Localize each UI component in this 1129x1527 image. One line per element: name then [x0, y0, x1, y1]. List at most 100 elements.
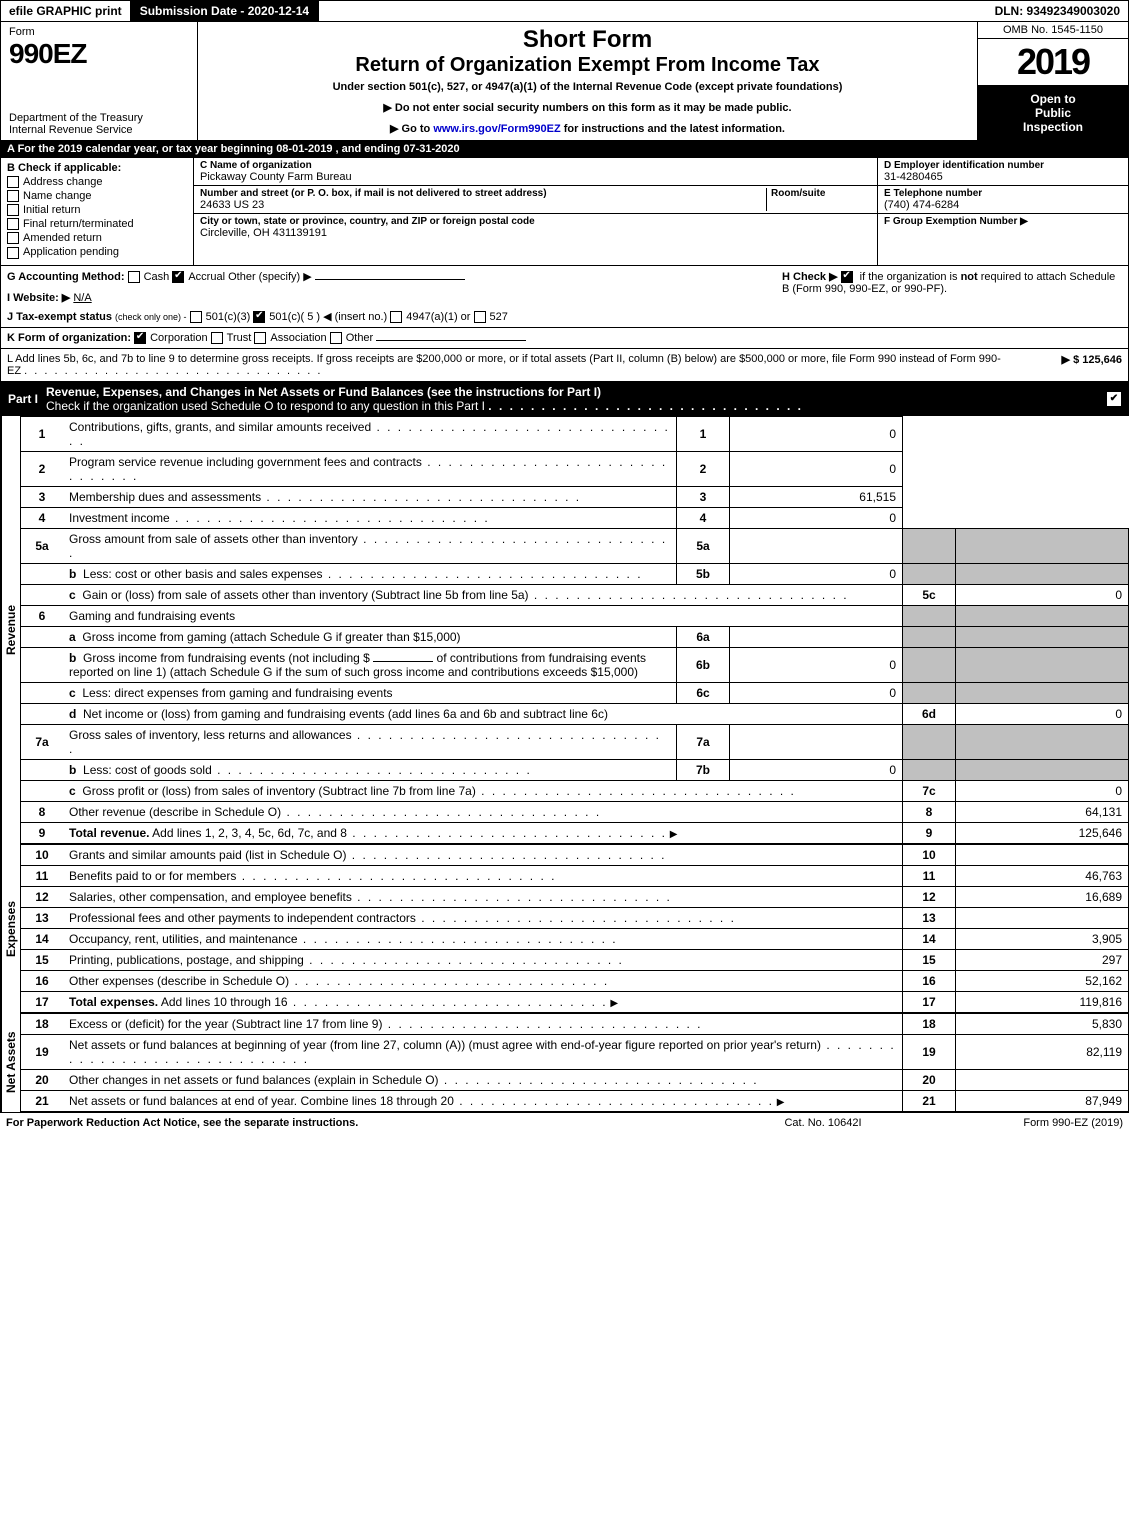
chk-other-org[interactable] — [330, 332, 342, 344]
col-b-header: B Check if applicable: — [7, 162, 187, 174]
line-3: 3Membership dues and assessments361,515 — [21, 486, 1129, 507]
chk-initial-return[interactable] — [7, 204, 19, 216]
line-6b: b Gross income from fundraising events (… — [21, 647, 1129, 682]
chk-application-pending[interactable] — [7, 247, 19, 259]
line-18: 18Excess or (deficit) for the year (Subt… — [21, 1013, 1129, 1034]
city-label: City or town, state or province, country… — [200, 216, 871, 227]
tax-year-row: A For the 2019 calendar year, or tax yea… — [0, 141, 1129, 158]
header-right: OMB No. 1545-1150 2019 Open to Public In… — [977, 22, 1128, 140]
header-left: Form 990EZ Department of the Treasury In… — [1, 22, 198, 140]
chk-corporation[interactable] — [134, 332, 146, 344]
revenue-section: Revenue 1Contributions, gifts, grants, a… — [0, 416, 1129, 844]
line-8: 8Other revenue (describe in Schedule O)8… — [21, 801, 1129, 822]
tax-year: 2019 — [978, 39, 1128, 86]
website-label: I Website: ▶ — [7, 292, 70, 304]
line-5a: 5aGross amount from sale of assets other… — [21, 528, 1129, 563]
form-header: Form 990EZ Department of the Treasury In… — [0, 22, 1129, 141]
line-13: 13Professional fees and other payments t… — [21, 907, 1129, 928]
line-11: 11Benefits paid to or for members1146,76… — [21, 865, 1129, 886]
title-main: Return of Organization Exempt From Incom… — [202, 54, 973, 77]
subtitle: Under section 501(c), 527, or 4947(a)(1)… — [202, 81, 973, 93]
col-b: B Check if applicable: Address change Na… — [1, 158, 194, 265]
form-label: Form — [9, 26, 189, 38]
line-15: 15Printing, publications, postage, and s… — [21, 949, 1129, 970]
line-16: 16Other expenses (describe in Schedule O… — [21, 970, 1129, 991]
telephone: (740) 474-6284 — [884, 199, 1122, 211]
header-center: Short Form Return of Organization Exempt… — [198, 22, 977, 140]
chk-name-change[interactable] — [7, 190, 19, 202]
submission-date: Submission Date - 2020-12-14 — [130, 1, 319, 21]
expenses-section: Expenses 10Grants and similar amounts pa… — [0, 844, 1129, 1013]
line-17: 17Total expenses. Add lines 10 through 1… — [21, 991, 1129, 1012]
row-k: K Form of organization: Corporation Trus… — [0, 328, 1129, 349]
row-g-h: G Accounting Method: Cash Accrual Other … — [0, 266, 1129, 328]
chk-cash[interactable] — [128, 271, 140, 283]
line-1: 1Contributions, gifts, grants, and simil… — [21, 416, 1129, 451]
line-9: 9Total revenue. Add lines 1, 2, 3, 4, 5c… — [21, 822, 1129, 843]
line-19: 19Net assets or fund balances at beginni… — [21, 1034, 1129, 1069]
chk-trust[interactable] — [211, 332, 223, 344]
ein-label: D Employer identification number — [884, 160, 1122, 171]
chk-schedule-b[interactable] — [841, 271, 853, 283]
cat-no: Cat. No. 10642I — [723, 1117, 923, 1129]
chk-final-return[interactable] — [7, 218, 19, 230]
city-state-zip: Circleville, OH 431139191 — [200, 227, 871, 239]
form-version: Form 990-EZ (2019) — [923, 1117, 1123, 1129]
netassets-label: Net Assets — [1, 1013, 20, 1112]
line-5c: c Gain or (loss) from sale of assets oth… — [21, 584, 1129, 605]
line-6: 6Gaming and fundraising events — [21, 605, 1129, 626]
line-14: 14Occupancy, rent, utilities, and mainte… — [21, 928, 1129, 949]
irs-link[interactable]: www.irs.gov/Form990EZ — [433, 123, 560, 135]
ein: 31-4280465 — [884, 171, 1122, 183]
line-7c: c Gross profit or (loss) from sales of i… — [21, 780, 1129, 801]
title-short: Short Form — [202, 26, 973, 54]
revenue-label: Revenue — [1, 416, 20, 844]
addr-label: Number and street (or P. O. box, if mail… — [200, 188, 766, 199]
line-6c: c Less: direct expenses from gaming and … — [21, 682, 1129, 703]
line-20: 20Other changes in net assets or fund ba… — [21, 1069, 1129, 1090]
room-label: Room/suite — [771, 188, 871, 199]
chk-527[interactable] — [474, 311, 486, 323]
top-bar: efile GRAPHIC print Submission Date - 20… — [0, 0, 1129, 22]
chk-501c[interactable] — [253, 311, 265, 323]
org-name: Pickaway County Farm Bureau — [200, 171, 871, 183]
gross-receipts: ▶ $ 125,646 — [1002, 353, 1122, 377]
line-10: 10Grants and similar amounts paid (list … — [21, 844, 1129, 865]
line-2: 2Program service revenue including gover… — [21, 451, 1129, 486]
row-l: L Add lines 5b, 6c, and 7b to line 9 to … — [0, 349, 1129, 382]
expenses-label: Expenses — [1, 844, 20, 1013]
line-7a: 7aGross sales of inventory, less returns… — [21, 724, 1129, 759]
col-d: D Employer identification number 31-4280… — [877, 158, 1128, 265]
col-c: C Name of organization Pickaway County F… — [194, 158, 877, 265]
paperwork-notice: For Paperwork Reduction Act Notice, see … — [6, 1117, 723, 1129]
footer: For Paperwork Reduction Act Notice, see … — [0, 1112, 1129, 1133]
efile-label: efile GRAPHIC print — [1, 1, 130, 21]
chk-schedule-o[interactable]: ✔ — [1107, 392, 1121, 406]
address: 24633 US 23 — [200, 199, 766, 211]
chk-address-change[interactable] — [7, 176, 19, 188]
form-number: 990EZ — [9, 38, 189, 70]
line-5b: b Less: cost or other basis and sales ex… — [21, 563, 1129, 584]
chk-4947[interactable] — [390, 311, 402, 323]
note-link: ▶ Go to www.irs.gov/Form990EZ for instru… — [202, 122, 973, 135]
line-7b: b Less: cost of goods sold7b0 — [21, 759, 1129, 780]
dln: DLN: 93492349003020 — [987, 1, 1128, 21]
line-6d: d Net income or (loss) from gaming and f… — [21, 703, 1129, 724]
line-6a: a Gross income from gaming (attach Sched… — [21, 626, 1129, 647]
dept-treasury: Department of the Treasury Internal Reve… — [9, 112, 189, 136]
tel-label: E Telephone number — [884, 188, 1122, 199]
line-12: 12Salaries, other compensation, and empl… — [21, 886, 1129, 907]
group-exemption-label: F Group Exemption Number ▶ — [884, 216, 1122, 227]
chk-association[interactable] — [254, 332, 266, 344]
netassets-section: Net Assets 18Excess or (deficit) for the… — [0, 1013, 1129, 1112]
line-21: 21Net assets or fund balances at end of … — [21, 1090, 1129, 1111]
entity-block: B Check if applicable: Address change Na… — [0, 158, 1129, 266]
inspection-label: Open to Public Inspection — [978, 86, 1128, 140]
website: N/A — [73, 292, 91, 304]
note-ssn: ▶ Do not enter social security numbers o… — [202, 101, 973, 114]
chk-accrual[interactable] — [172, 271, 184, 283]
chk-501c3[interactable] — [190, 311, 202, 323]
part1-label: Part I — [8, 392, 46, 406]
omb-number: OMB No. 1545-1150 — [978, 22, 1128, 39]
chk-amended[interactable] — [7, 232, 19, 244]
